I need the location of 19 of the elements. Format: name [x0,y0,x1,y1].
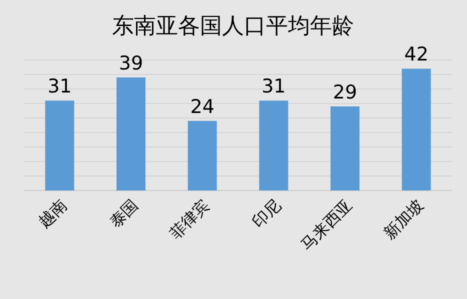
data-label: 31 [262,76,286,98]
data-label: 31 [48,76,72,98]
x-tick-label: 越南 [34,195,70,232]
data-label: 42 [404,44,428,66]
chart-title: 东南亚各国人口平均年龄 [112,14,354,39]
bar [330,106,360,190]
x-tick-label: 印尼 [248,195,284,232]
x-tick-label: 新加坡 [380,195,428,243]
bar [45,100,74,190]
data-label: 29 [332,81,358,104]
bar [402,68,431,190]
data-label: 39 [118,52,144,74]
x-tick-label: 菲律宾 [166,195,214,243]
bar [259,100,288,190]
bar [116,77,146,190]
bar [188,120,217,190]
x-tick-label: 泰国 [106,195,142,232]
data-label: 24 [190,96,214,118]
x-tick-label: 马来西亚 [297,195,356,254]
